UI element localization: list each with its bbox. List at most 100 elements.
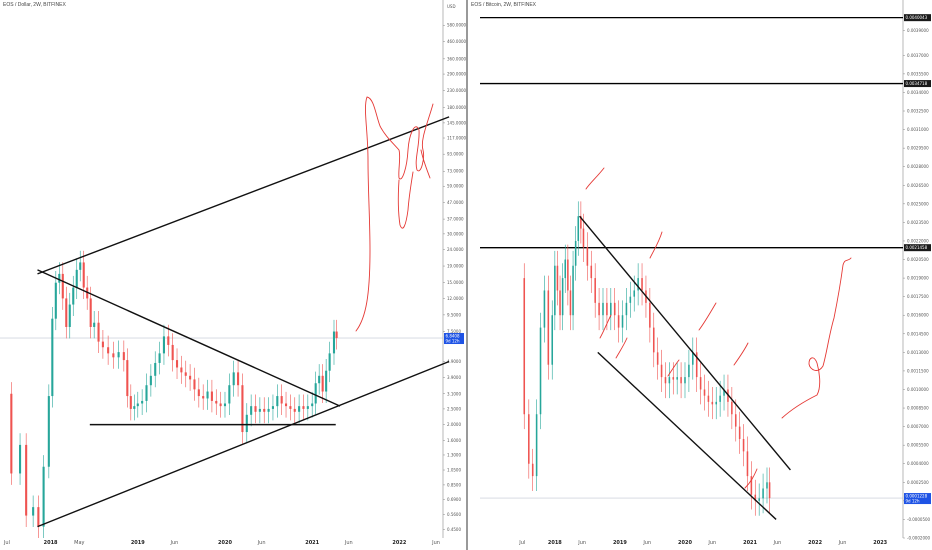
chart-1-y-tick-label: 93.0000	[447, 152, 464, 157]
chart-2-x-tick-label: Jun	[772, 540, 781, 546]
chart-2-y-tick-label: 0.0039000	[907, 28, 929, 33]
chart-1-candle-body	[189, 375, 192, 380]
chart-2-candle-body	[715, 401, 718, 405]
chart-1-candle-body	[180, 367, 183, 373]
chart-1-candle-body	[89, 298, 92, 327]
chart-2-candle-body	[564, 259, 567, 279]
chart-1-candle-body	[250, 406, 253, 415]
chart-1-candle-body	[258, 408, 261, 412]
chart-2-y-tick-label: 0.0005500	[907, 443, 929, 448]
chart-2-y-tick-label: 0.0020500	[907, 257, 929, 262]
chart-2-y-tick-label: 0.0011500	[907, 368, 929, 373]
chart-1-y-tick-label: 145.0000	[447, 120, 467, 125]
chart-1-symbol-header[interactable]: EOS / Dollar, 2W, BITFINEX	[3, 2, 66, 8]
hand-drawn-annotation	[667, 359, 680, 377]
chart-2-candle-body	[556, 265, 559, 291]
chart-1-candle-body	[280, 396, 283, 404]
chart-2-y-tick-label: 0.0034000	[907, 90, 929, 95]
chart-1-y-tick-label: 230.0000	[447, 88, 467, 93]
chart-1-candle-body	[133, 406, 136, 409]
chart-1-y-tick-label: 15.0000	[447, 280, 464, 285]
chart-2-x-tick-label: Jun	[707, 540, 716, 546]
chart-1-candle-body	[197, 389, 200, 397]
chart-2-candle-body	[754, 494, 757, 501]
chart-1-y-tick-label: 47.0000	[447, 200, 464, 205]
chart-1-candle-body	[75, 269, 78, 288]
chart-1-y-tick-label: 59.0000	[447, 184, 464, 189]
chart-1-y-tick-label: 7.5000	[447, 329, 461, 334]
chart-2-y-tick-label: -0.0000500	[907, 517, 931, 522]
chart-2-candle-body	[606, 302, 608, 316]
chart-2-candle-body	[590, 265, 593, 279]
chart-2-candle-body	[723, 389, 725, 396]
chart-1-candle-body	[19, 444, 22, 474]
chart-2-candle-body	[707, 395, 710, 402]
chart-2-x-tick-label: 2022	[808, 540, 822, 546]
chart-1-y-tick-label: 73.0000	[447, 169, 464, 174]
chart-1-candle-body	[51, 318, 54, 397]
chart-2-candle-body	[567, 259, 569, 291]
chart-2-y-tick-label: 0.0035500	[907, 71, 929, 76]
chart-1-currency-label: USD	[447, 4, 456, 9]
chart-1-x-tick-label: Jul	[3, 540, 10, 546]
chart-1-candle-body	[129, 396, 132, 409]
chart-1-y-tick-label: 0.6900	[447, 497, 461, 502]
chart-2-candle-body	[746, 451, 749, 477]
chart-2-candle-body	[610, 302, 612, 316]
chart-2-y-tick-label: 0.0013000	[907, 350, 929, 355]
chart-2-candle-body	[750, 476, 753, 495]
chart-2-symbol-header[interactable]: EOS / Bitcoin, 2W, BITFINEX	[471, 2, 537, 8]
chart-1-candle-body	[175, 360, 179, 368]
chart-2-candle-body	[580, 216, 582, 229]
chart-1-candle-body	[311, 403, 314, 407]
hand-drawn-annotation	[397, 171, 414, 229]
chart-2-candle-body	[734, 414, 737, 427]
hand-drawn-annotation	[649, 231, 663, 259]
chart-1-candle-body	[107, 347, 110, 354]
chart-2-candle-body	[629, 296, 632, 303]
chart-2-y-tick-label: 0.0014500	[907, 331, 929, 336]
chart-2-candle-body	[699, 377, 702, 390]
chart-1-candle-body	[206, 391, 209, 399]
chart-2-x-tick-label: Jun	[838, 540, 847, 546]
chart-1-candle-body	[42, 466, 45, 527]
chart-2-level-label: 0.0021458	[906, 245, 928, 250]
chart-1-y-tick-label: 12.0000	[447, 296, 464, 301]
chart-1-x-tick-label: Jun	[257, 540, 266, 546]
hand-drawn-annotation	[355, 96, 434, 332]
chart-1-candle-body	[68, 304, 71, 327]
chart-1-y-tick-label: 30.0000	[447, 231, 464, 236]
chart-2-candle-body	[684, 377, 686, 384]
chart-2-y-tick-label: 0.0019000	[907, 276, 929, 281]
chart-2-y-tick-label: 0.0029500	[907, 146, 929, 151]
chart-2-candle-body	[731, 401, 733, 415]
chart-1-trendline	[37, 116, 450, 275]
chart-2-y-tick-label: -0.0002000	[907, 536, 931, 541]
chart-2-x-tick-label: 2023	[873, 540, 887, 546]
chart-1-y-tick-label: 580.0000	[447, 23, 467, 28]
chart-2-candle-body	[613, 302, 616, 316]
chart-1-y-tick-label: 19.0000	[447, 264, 464, 269]
chart-2-candle-body	[582, 228, 585, 248]
hand-drawn-annotation	[615, 337, 628, 359]
chart-1-candle-body	[101, 341, 104, 348]
chart-1-candle-body	[37, 507, 40, 527]
chart-1-candle-body	[271, 406, 274, 409]
hand-drawn-annotation	[599, 314, 612, 339]
chart-1-candle-body	[112, 353, 115, 358]
chart-1-candle-body	[54, 282, 57, 319]
chart-1-candle-body	[117, 352, 120, 358]
chart-1-y-tick-label: 2.5000	[447, 406, 461, 411]
chart-2-candle-body	[695, 352, 698, 378]
chart-2-y-tick-label: 0.0026500	[907, 183, 929, 188]
chart-1-y-tick-label: 180.0000	[447, 105, 467, 110]
chart-2-candle-body	[602, 302, 604, 316]
chart-1-last-price-badge	[444, 333, 464, 345]
hand-drawn-annotation	[585, 167, 605, 190]
chart-2-candle-body	[758, 498, 760, 501]
chart-2-candle-body	[719, 395, 721, 402]
chart-2-candle-body	[762, 488, 764, 499]
chart-2-candle-body	[703, 389, 706, 396]
chart-2-x-tick-label: Jul	[518, 540, 525, 546]
